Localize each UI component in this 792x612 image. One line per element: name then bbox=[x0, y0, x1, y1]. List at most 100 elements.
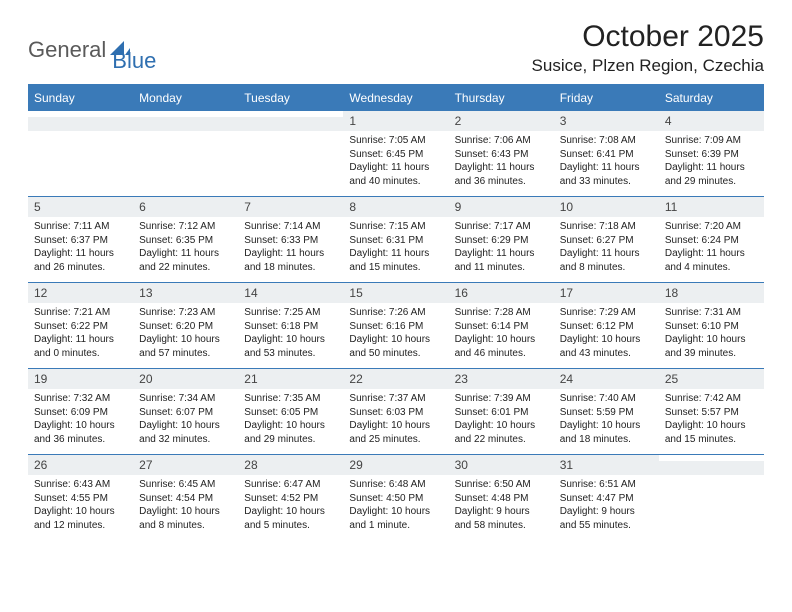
daynum-cell: 5 bbox=[28, 197, 133, 218]
day-header-thursday: Thursday bbox=[449, 85, 554, 111]
sunrise-text: Sunrise: 7:28 AM bbox=[455, 306, 548, 320]
day-info-cell: Sunrise: 7:29 AMSunset: 6:12 PMDaylight:… bbox=[554, 303, 659, 369]
sunset-text: Sunset: 6:29 PM bbox=[455, 234, 548, 248]
day-number: 13 bbox=[133, 283, 238, 303]
daylight-text: Daylight: 10 hours and 15 minutes. bbox=[665, 419, 758, 446]
sunset-text: Sunset: 6:39 PM bbox=[665, 148, 758, 162]
day-number: 21 bbox=[238, 369, 343, 389]
day-number bbox=[238, 111, 343, 117]
sunrise-text: Sunrise: 7:12 AM bbox=[139, 220, 232, 234]
daylight-text: Daylight: 10 hours and 46 minutes. bbox=[455, 333, 548, 360]
day-number: 14 bbox=[238, 283, 343, 303]
daylight-text: Daylight: 11 hours and 8 minutes. bbox=[560, 247, 653, 274]
daylight-text: Daylight: 10 hours and 36 minutes. bbox=[34, 419, 127, 446]
daynum-cell: 30 bbox=[449, 455, 554, 476]
sunset-text: Sunset: 4:48 PM bbox=[455, 492, 548, 506]
daylight-text: Daylight: 10 hours and 25 minutes. bbox=[349, 419, 442, 446]
sunrise-text: Sunrise: 7:26 AM bbox=[349, 306, 442, 320]
sunset-text: Sunset: 6:18 PM bbox=[244, 320, 337, 334]
day-number: 3 bbox=[554, 111, 659, 131]
sunrise-text: Sunrise: 7:29 AM bbox=[560, 306, 653, 320]
day-header-monday: Monday bbox=[133, 85, 238, 111]
sunset-text: Sunset: 6:45 PM bbox=[349, 148, 442, 162]
daylight-text: Daylight: 10 hours and 12 minutes. bbox=[34, 505, 127, 532]
daylight-text: Daylight: 9 hours and 58 minutes. bbox=[455, 505, 548, 532]
sunset-text: Sunset: 4:52 PM bbox=[244, 492, 337, 506]
daylight-text: Daylight: 10 hours and 1 minute. bbox=[349, 505, 442, 532]
daynum-cell: 17 bbox=[554, 283, 659, 304]
sunset-text: Sunset: 6:12 PM bbox=[560, 320, 653, 334]
title-block: October 2025 Susice, Plzen Region, Czech… bbox=[532, 20, 764, 76]
sunrise-text: Sunrise: 7:08 AM bbox=[560, 134, 653, 148]
day-info-cell: Sunrise: 6:51 AMSunset: 4:47 PMDaylight:… bbox=[554, 475, 659, 540]
week-4-daynum-row: 262728293031 bbox=[28, 455, 764, 476]
daynum-cell: 12 bbox=[28, 283, 133, 304]
day-number bbox=[659, 455, 764, 461]
logo: General Blue bbox=[28, 20, 156, 74]
day-info-cell: Sunrise: 7:20 AMSunset: 6:24 PMDaylight:… bbox=[659, 217, 764, 283]
sunset-text: Sunset: 5:59 PM bbox=[560, 406, 653, 420]
daynum-cell: 22 bbox=[343, 369, 448, 390]
sunset-text: Sunset: 4:50 PM bbox=[349, 492, 442, 506]
daylight-text: Daylight: 11 hours and 26 minutes. bbox=[34, 247, 127, 274]
sunrise-text: Sunrise: 7:17 AM bbox=[455, 220, 548, 234]
day-number: 20 bbox=[133, 369, 238, 389]
day-info-cell: Sunrise: 6:43 AMSunset: 4:55 PMDaylight:… bbox=[28, 475, 133, 540]
sunrise-text: Sunrise: 7:40 AM bbox=[560, 392, 653, 406]
day-number: 10 bbox=[554, 197, 659, 217]
sunrise-text: Sunrise: 7:32 AM bbox=[34, 392, 127, 406]
sunset-text: Sunset: 6:33 PM bbox=[244, 234, 337, 248]
daynum-cell: 19 bbox=[28, 369, 133, 390]
day-info-cell: Sunrise: 6:50 AMSunset: 4:48 PMDaylight:… bbox=[449, 475, 554, 540]
daylight-text: Daylight: 11 hours and 33 minutes. bbox=[560, 161, 653, 188]
week-4-info-row: Sunrise: 6:43 AMSunset: 4:55 PMDaylight:… bbox=[28, 475, 764, 540]
day-info-cell: Sunrise: 7:15 AMSunset: 6:31 PMDaylight:… bbox=[343, 217, 448, 283]
day-info-cell: Sunrise: 7:11 AMSunset: 6:37 PMDaylight:… bbox=[28, 217, 133, 283]
logo-sail-icon bbox=[110, 40, 130, 56]
daylight-text: Daylight: 9 hours and 55 minutes. bbox=[560, 505, 653, 532]
day-number: 23 bbox=[449, 369, 554, 389]
daynum-cell: 16 bbox=[449, 283, 554, 304]
sunrise-text: Sunrise: 7:06 AM bbox=[455, 134, 548, 148]
sunset-text: Sunset: 6:14 PM bbox=[455, 320, 548, 334]
week-3-info-row: Sunrise: 7:32 AMSunset: 6:09 PMDaylight:… bbox=[28, 389, 764, 455]
sunrise-text: Sunrise: 7:11 AM bbox=[34, 220, 127, 234]
daynum-cell: 11 bbox=[659, 197, 764, 218]
sunset-text: Sunset: 6:10 PM bbox=[665, 320, 758, 334]
sunset-text: Sunset: 6:41 PM bbox=[560, 148, 653, 162]
calendar-table: SundayMondayTuesdayWednesdayThursdayFrid… bbox=[28, 84, 764, 540]
sunrise-text: Sunrise: 7:35 AM bbox=[244, 392, 337, 406]
day-number: 19 bbox=[28, 369, 133, 389]
sunrise-text: Sunrise: 7:34 AM bbox=[139, 392, 232, 406]
day-info-cell: Sunrise: 7:12 AMSunset: 6:35 PMDaylight:… bbox=[133, 217, 238, 283]
day-header-saturday: Saturday bbox=[659, 85, 764, 111]
sunset-text: Sunset: 6:22 PM bbox=[34, 320, 127, 334]
day-info-cell: Sunrise: 7:31 AMSunset: 6:10 PMDaylight:… bbox=[659, 303, 764, 369]
day-info-cell: Sunrise: 6:48 AMSunset: 4:50 PMDaylight:… bbox=[343, 475, 448, 540]
day-info-cell bbox=[238, 131, 343, 197]
daynum-cell: 29 bbox=[343, 455, 448, 476]
day-info-cell bbox=[28, 131, 133, 197]
daylight-text: Daylight: 11 hours and 4 minutes. bbox=[665, 247, 758, 274]
daynum-cell: 23 bbox=[449, 369, 554, 390]
day-info-cell: Sunrise: 7:14 AMSunset: 6:33 PMDaylight:… bbox=[238, 217, 343, 283]
daylight-text: Daylight: 10 hours and 5 minutes. bbox=[244, 505, 337, 532]
sunset-text: Sunset: 6:09 PM bbox=[34, 406, 127, 420]
day-number: 31 bbox=[554, 455, 659, 475]
sunset-text: Sunset: 6:27 PM bbox=[560, 234, 653, 248]
daynum-cell: 26 bbox=[28, 455, 133, 476]
day-info-cell: Sunrise: 7:25 AMSunset: 6:18 PMDaylight:… bbox=[238, 303, 343, 369]
calendar-header-row: SundayMondayTuesdayWednesdayThursdayFrid… bbox=[28, 85, 764, 111]
day-number: 9 bbox=[449, 197, 554, 217]
sunset-text: Sunset: 6:24 PM bbox=[665, 234, 758, 248]
sunrise-text: Sunrise: 7:21 AM bbox=[34, 306, 127, 320]
daylight-text: Daylight: 10 hours and 57 minutes. bbox=[139, 333, 232, 360]
day-header-wednesday: Wednesday bbox=[343, 85, 448, 111]
daynum-cell: 10 bbox=[554, 197, 659, 218]
day-info-cell: Sunrise: 7:34 AMSunset: 6:07 PMDaylight:… bbox=[133, 389, 238, 455]
sunrise-text: Sunrise: 6:45 AM bbox=[139, 478, 232, 492]
daynum-cell bbox=[133, 111, 238, 132]
daylight-text: Daylight: 11 hours and 22 minutes. bbox=[139, 247, 232, 274]
month-title: October 2025 bbox=[532, 20, 764, 54]
day-number: 27 bbox=[133, 455, 238, 475]
